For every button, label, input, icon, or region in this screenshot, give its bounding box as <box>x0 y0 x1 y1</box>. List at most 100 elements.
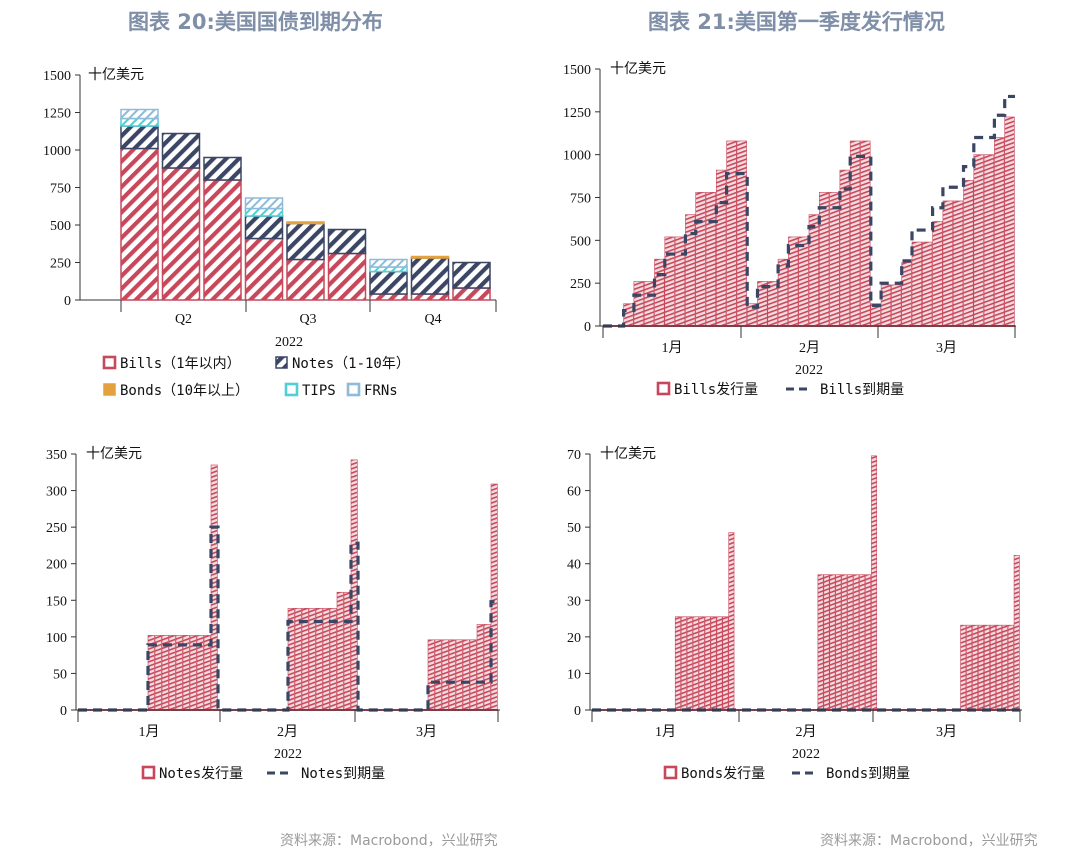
x-tick-label: 1月 <box>139 724 160 740</box>
y-tick-label: 50 <box>567 521 581 536</box>
y-tick-label: 40 <box>567 558 581 573</box>
y-tick-label: 1500 <box>563 63 591 78</box>
x-tick-label: 2月 <box>277 724 298 740</box>
legend-label: Bills（1年以内） <box>120 356 241 372</box>
y-tick-label: 250 <box>50 257 71 272</box>
issuance-bar <box>829 574 836 711</box>
legend-swatch <box>663 765 678 780</box>
bar-segment <box>203 179 242 301</box>
x-year-label: 2022 <box>275 335 303 350</box>
issuance-bar <box>710 616 717 711</box>
y-tick-label: 750 <box>570 192 591 207</box>
legend-label: Bonds发行量 <box>681 766 765 782</box>
issuance-bar <box>853 574 860 711</box>
bar-segment <box>452 261 491 289</box>
issuance-bar <box>704 616 711 711</box>
bar-segment <box>203 156 242 181</box>
bar-segment <box>161 132 201 169</box>
legend-swatch <box>103 383 116 396</box>
legend-label: Bills到期量 <box>820 382 904 398</box>
legend-label: Bills发行量 <box>674 382 758 398</box>
x-tick-label: 3月 <box>936 340 957 356</box>
legend-label: Bonds（10年以上） <box>120 383 249 399</box>
issuance-bar <box>823 574 830 711</box>
issuance-bar <box>984 624 990 711</box>
y-tick-label: 750 <box>50 182 71 197</box>
issuance-bar <box>865 574 872 711</box>
y-tick-label: 100 <box>46 631 67 646</box>
y-tick-label: 60 <box>567 485 581 500</box>
y-tick-label: 0 <box>574 704 581 719</box>
legend-label: FRNs <box>364 383 398 399</box>
issuance-bar <box>847 574 854 711</box>
issuance-bar <box>859 574 866 711</box>
bar-segment <box>161 167 201 301</box>
unit-label: 十亿美元 <box>86 446 142 462</box>
left-figure-title: 图表 20:美国国债到期分布 <box>128 10 383 34</box>
issuance-bar <box>817 574 824 711</box>
bar-segment <box>120 147 159 301</box>
legend-label: Notes（1-10年） <box>292 356 410 372</box>
issuance-bar <box>972 624 979 711</box>
bar-segment <box>244 197 284 210</box>
issuance-bar <box>995 624 1002 711</box>
x-tick-label: 3月 <box>416 724 437 740</box>
legend-label: TIPS <box>302 383 336 399</box>
y-tick-label: 1000 <box>563 149 591 164</box>
right-figure-title: 图表 21:美国第一季度发行情况 <box>648 10 945 34</box>
bar-segment <box>410 257 450 295</box>
bar-segment <box>327 228 367 255</box>
legend-label: Bonds到期量 <box>826 766 910 782</box>
maturity-line <box>603 94 1015 328</box>
bar-segment <box>286 221 325 225</box>
y-tick-label: 250 <box>570 277 591 292</box>
bar-segment <box>327 252 367 301</box>
bar-segment <box>120 108 159 120</box>
issuance-bar <box>722 616 729 711</box>
legend-swatch <box>284 382 299 397</box>
issuance-bar <box>835 574 842 711</box>
legend-swatch <box>141 765 156 780</box>
legend-swatch <box>275 356 288 369</box>
issuance-bar <box>966 624 973 711</box>
x-tick-label: Q4 <box>424 312 441 327</box>
x-year-label: 2022 <box>792 747 820 762</box>
x-tick-label: 2月 <box>796 724 817 740</box>
unit-label: 十亿美元 <box>600 446 656 462</box>
issuance-bar <box>1007 624 1014 711</box>
x-tick-label: 1月 <box>655 724 676 740</box>
y-tick-label: 1250 <box>43 107 71 122</box>
x-year-label: 2022 <box>795 363 823 378</box>
unit-label: 十亿美元 <box>610 61 666 77</box>
y-tick-label: 1500 <box>43 69 71 84</box>
x-tick-label: 3月 <box>936 724 957 740</box>
y-tick-label: 0 <box>64 294 71 309</box>
x-tick-label: Q2 <box>175 312 192 327</box>
y-tick-label: 0 <box>584 320 591 335</box>
y-tick-label: 10 <box>567 667 581 682</box>
issuance-bar <box>960 624 967 711</box>
x-tick-label: Q3 <box>299 312 316 327</box>
issuance-bar <box>686 616 693 711</box>
issuance-bar <box>698 616 705 711</box>
y-tick-label: 1250 <box>563 106 591 121</box>
y-tick-label: 150 <box>46 594 67 609</box>
issuance-bar <box>841 574 848 711</box>
legend-swatch <box>346 382 361 397</box>
y-tick-label: 0 <box>60 704 67 719</box>
y-tick-label: 30 <box>567 594 581 609</box>
y-tick-label: 200 <box>46 558 67 573</box>
issuance-bar <box>716 616 723 711</box>
legend-swatch <box>102 355 117 370</box>
y-tick-label: 500 <box>570 234 591 249</box>
y-tick-label: 500 <box>50 219 71 234</box>
y-tick-label: 350 <box>46 448 67 463</box>
legend-label: Notes发行量 <box>159 766 243 782</box>
y-tick-label: 1000 <box>43 144 71 159</box>
issuance-bar <box>680 616 687 711</box>
x-tick-label: 1月 <box>662 340 683 356</box>
issuance-bar <box>989 624 996 711</box>
